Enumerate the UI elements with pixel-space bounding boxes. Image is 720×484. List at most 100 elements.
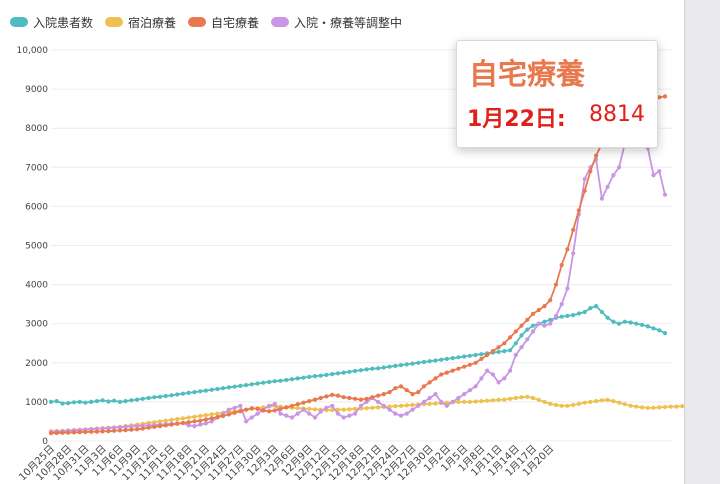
data-point	[439, 372, 444, 377]
data-point	[473, 352, 478, 358]
legend-item-home-care[interactable]: 自宅療養	[188, 14, 259, 31]
data-point	[467, 362, 472, 367]
data-point	[112, 398, 117, 403]
data-point	[203, 388, 208, 393]
data-point	[307, 411, 312, 416]
data-point	[536, 307, 541, 313]
legend-label: 入院患者数	[33, 15, 94, 30]
data-point	[301, 375, 306, 380]
data-point	[416, 360, 421, 365]
data-point	[146, 395, 151, 401]
data-point	[117, 425, 122, 430]
data-point	[519, 323, 524, 328]
y-tick-label: 2000	[25, 359, 48, 369]
data-point	[89, 429, 94, 434]
data-point	[433, 376, 438, 381]
data-point	[261, 380, 266, 385]
data-point	[376, 405, 381, 410]
data-point	[330, 372, 335, 377]
data-point	[404, 411, 409, 416]
data-point	[180, 391, 186, 396]
data-point	[278, 378, 283, 383]
data-point	[341, 415, 346, 420]
data-point	[565, 286, 570, 291]
data-point	[198, 413, 203, 419]
data-point	[576, 208, 582, 213]
data-point	[421, 384, 427, 389]
series-line	[50, 123, 666, 433]
data-point	[639, 405, 645, 410]
data-point	[347, 413, 352, 418]
data-point	[192, 390, 197, 395]
data-point	[267, 409, 272, 414]
data-point	[599, 309, 605, 315]
data-point	[353, 368, 358, 374]
y-tick-label: 9000	[25, 85, 48, 95]
data-point	[192, 419, 197, 424]
data-point	[628, 403, 633, 408]
data-point	[175, 421, 180, 426]
data-point	[364, 406, 369, 411]
data-point	[135, 427, 140, 432]
data-point	[599, 398, 605, 403]
data-point	[530, 329, 536, 334]
series-layer	[48, 94, 685, 436]
data-point	[215, 411, 220, 416]
data-point	[559, 262, 564, 268]
data-point	[198, 418, 203, 423]
data-point	[198, 389, 203, 394]
data-point	[186, 423, 191, 428]
data-point	[100, 429, 105, 434]
data-point	[54, 399, 59, 404]
data-point	[152, 395, 157, 400]
data-point	[301, 407, 306, 412]
data-point	[364, 367, 369, 372]
data-point	[548, 298, 553, 303]
data-point	[215, 415, 220, 420]
data-point	[387, 390, 392, 395]
data-point	[622, 402, 627, 407]
legend-item-hotel-care[interactable]: 宿泊療養	[105, 14, 176, 31]
data-point	[450, 399, 455, 404]
data-point	[341, 395, 346, 400]
data-point	[163, 423, 168, 428]
data-point	[324, 372, 329, 377]
data-point	[490, 372, 495, 377]
data-point	[565, 313, 570, 318]
data-point	[203, 413, 208, 418]
data-point	[232, 405, 237, 410]
legend-item-adjusting[interactable]: 入院・療養等調整中	[271, 14, 402, 31]
data-point	[462, 399, 467, 404]
data-point	[502, 397, 507, 402]
data-point	[66, 401, 71, 406]
legend-item-inpatients[interactable]: 入院患者数	[10, 14, 93, 31]
data-point	[312, 415, 318, 420]
data-point	[473, 360, 478, 365]
data-point	[582, 188, 587, 193]
data-point	[548, 401, 553, 406]
data-point	[398, 403, 404, 408]
data-point	[347, 369, 352, 374]
data-point	[209, 412, 214, 417]
legend-label: 宿泊療養	[128, 15, 177, 30]
data-point	[209, 419, 214, 424]
data-point	[272, 379, 277, 384]
data-point	[571, 313, 576, 318]
data-point	[393, 404, 398, 409]
data-point	[548, 321, 553, 326]
data-point	[456, 355, 461, 360]
data-point	[335, 393, 340, 398]
data-point	[553, 313, 559, 318]
data-point	[232, 410, 237, 415]
data-point	[215, 386, 220, 392]
data-point	[381, 392, 386, 397]
data-point	[381, 365, 386, 370]
data-point	[530, 323, 536, 328]
data-point	[376, 393, 381, 398]
data-point	[410, 392, 415, 397]
data-point	[628, 320, 633, 325]
data-point	[312, 407, 318, 412]
data-point	[427, 380, 432, 385]
data-point	[71, 430, 77, 435]
data-point	[485, 352, 490, 358]
